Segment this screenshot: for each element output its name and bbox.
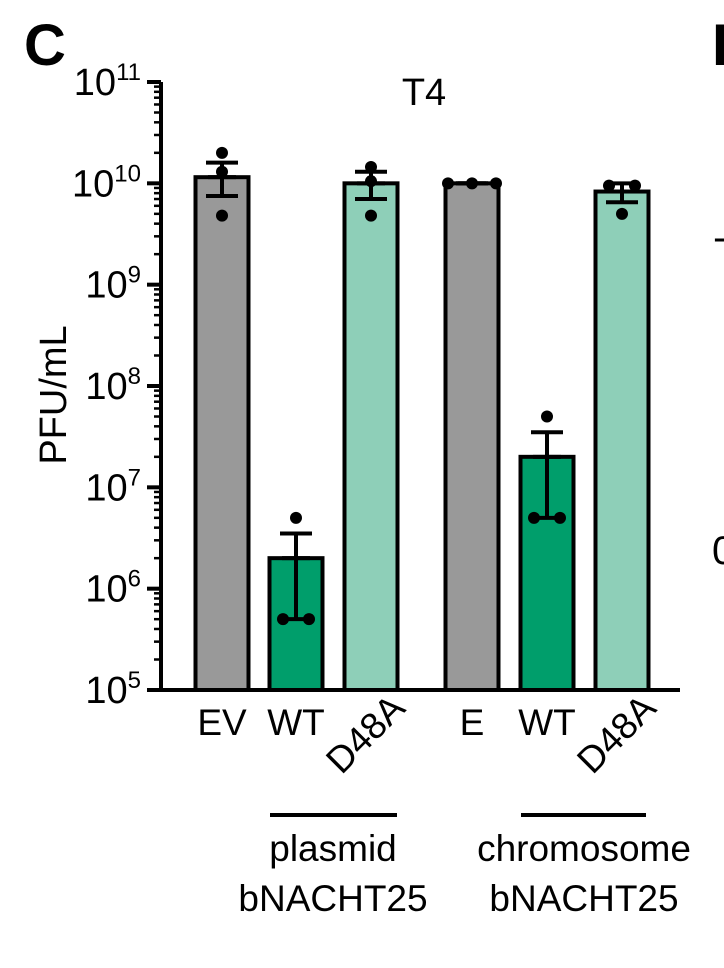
data-point	[466, 177, 478, 190]
y-tick-label: 1011	[74, 59, 141, 104]
data-point	[216, 165, 228, 178]
y-tick-label: 108	[85, 363, 141, 408]
data-point	[616, 207, 628, 220]
x-tick-label: D48A	[569, 686, 664, 781]
data-point	[365, 175, 377, 188]
x-tick-label: WT	[518, 702, 576, 743]
y-tick-labels: 105 106 107 108 109 1010 1011	[72, 59, 141, 712]
x-tick-label: E	[460, 702, 485, 743]
y-tick-label: 109	[85, 262, 141, 307]
bars	[193, 175, 651, 692]
data-point	[528, 511, 540, 524]
edge-fragment-top: T	[714, 231, 724, 275]
y-axis-ticks	[147, 80, 161, 692]
bar	[593, 189, 651, 692]
data-point	[365, 160, 377, 173]
group-annotation-plasmid: plasmid bNACHT25	[238, 813, 428, 919]
group-label-plasmid-line2: bNACHT25	[238, 878, 427, 919]
data-point	[442, 177, 454, 190]
group-label-chromosome-line1: chromosome	[477, 828, 691, 869]
data-point	[603, 179, 615, 192]
group-label-plasmid-line1: plasmid	[269, 828, 397, 869]
y-tick-label: 1010	[72, 160, 141, 205]
x-tick-label: D48A	[318, 686, 413, 781]
x-tick-label: EV	[197, 702, 247, 743]
data-point	[303, 613, 315, 626]
chart-title: T4	[402, 72, 446, 114]
y-tick-label: 107	[85, 464, 141, 509]
panel-letter: C	[24, 13, 66, 78]
next-panel-letter: D	[712, 13, 724, 78]
bar	[443, 181, 501, 692]
group-annotation-chromosome: chromosome bNACHT25	[477, 813, 691, 919]
data-point	[290, 511, 302, 524]
data-point	[216, 146, 228, 159]
data-point	[490, 177, 502, 190]
bar	[193, 175, 251, 692]
data-point	[365, 209, 377, 222]
data-point	[541, 410, 553, 423]
y-tick-label: 105	[85, 667, 141, 712]
bar	[342, 181, 400, 692]
group-label-chromosome-line2: bNACHT25	[489, 878, 678, 919]
data-points	[216, 146, 641, 626]
y-axis-label: PFU/mL	[33, 325, 75, 464]
edge-fragment-bottom: 0	[712, 529, 724, 573]
error-bars	[206, 160, 638, 622]
data-point	[629, 179, 641, 192]
data-point	[554, 511, 566, 524]
y-tick-label: 106	[85, 566, 141, 611]
data-point	[277, 613, 289, 626]
x-tick-label: WT	[267, 702, 325, 743]
data-point	[216, 209, 228, 222]
